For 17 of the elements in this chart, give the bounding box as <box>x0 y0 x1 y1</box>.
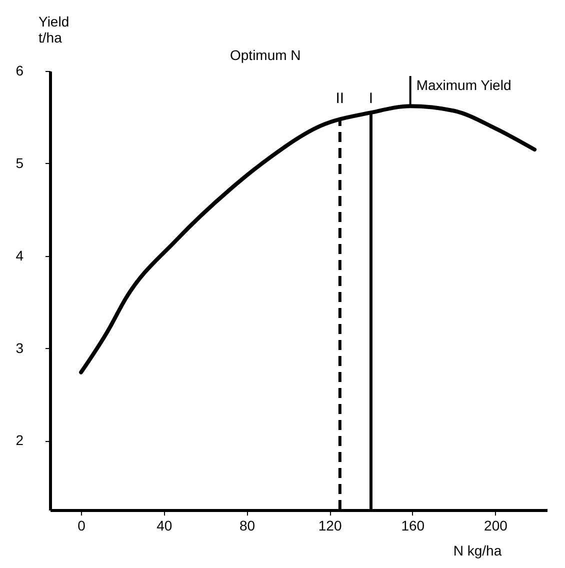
y-tick-label: 6 <box>16 62 24 78</box>
annotation: Maximum Yield <box>416 77 512 94</box>
y-tick-label: 3 <box>16 340 24 356</box>
ref-line-label: I <box>368 90 374 107</box>
text: Optimum N <box>230 47 301 63</box>
x-tick-label: 80 <box>239 518 256 534</box>
x-tick-label: 160 <box>401 518 425 534</box>
y-tick-label: 5 <box>16 154 24 171</box>
y-tick-label: 2 <box>16 432 24 448</box>
y-tick-label: 4 <box>16 247 24 264</box>
x-tick-label: 200 <box>484 518 508 534</box>
x-axis-title: N kg/ha <box>453 542 502 558</box>
x-tick-label: 120 <box>318 518 342 534</box>
x-tick-label: 0 <box>78 518 86 534</box>
x-tick-label: 40 <box>156 518 172 534</box>
y-axis-title: Yield t/ha <box>38 14 70 46</box>
ref-line-label: II <box>336 90 344 107</box>
